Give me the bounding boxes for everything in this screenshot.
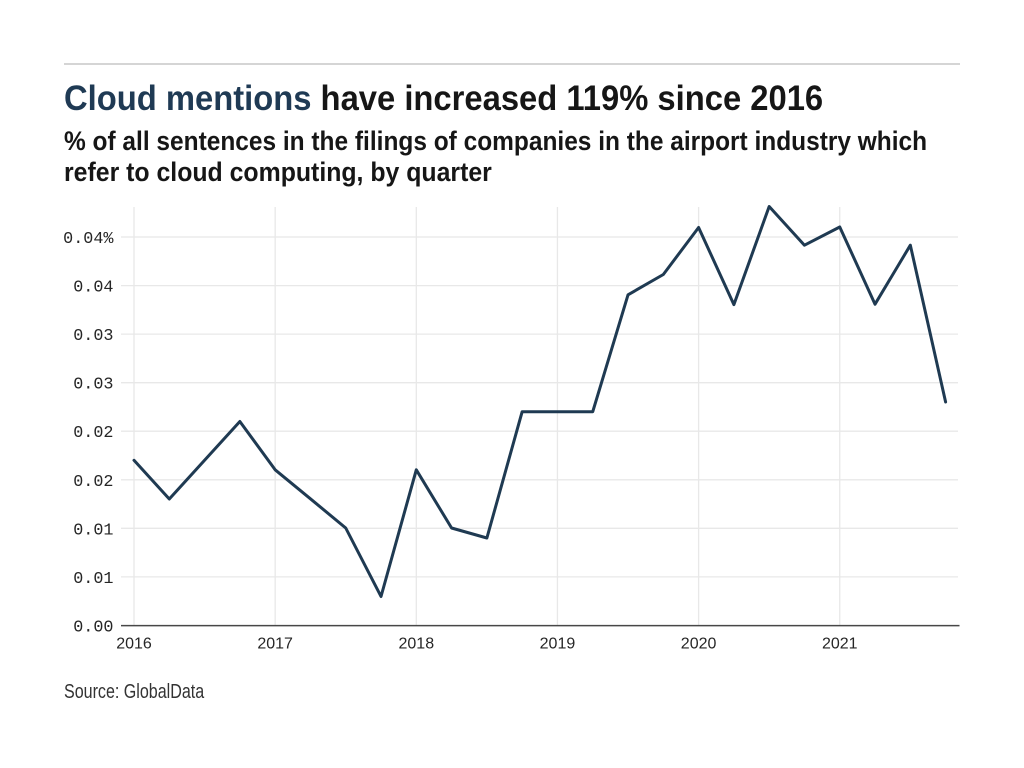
svg-text:2017: 2017	[257, 636, 293, 653]
svg-text:2016: 2016	[116, 636, 152, 653]
svg-text:0.02: 0.02	[73, 473, 113, 492]
svg-text:2018: 2018	[399, 636, 435, 653]
svg-text:0.03: 0.03	[73, 327, 113, 346]
svg-text:0.00: 0.00	[73, 619, 113, 638]
svg-text:2021: 2021	[822, 636, 858, 653]
svg-text:0.02: 0.02	[73, 424, 113, 443]
svg-text:2020: 2020	[681, 636, 717, 653]
svg-text:2019: 2019	[540, 636, 576, 653]
svg-text:0.01: 0.01	[73, 570, 113, 589]
svg-text:0.01: 0.01	[73, 521, 113, 540]
svg-text:0.03: 0.03	[73, 376, 113, 395]
svg-text:0.04: 0.04	[73, 279, 113, 298]
svg-text:0.04%: 0.04%	[63, 230, 114, 249]
